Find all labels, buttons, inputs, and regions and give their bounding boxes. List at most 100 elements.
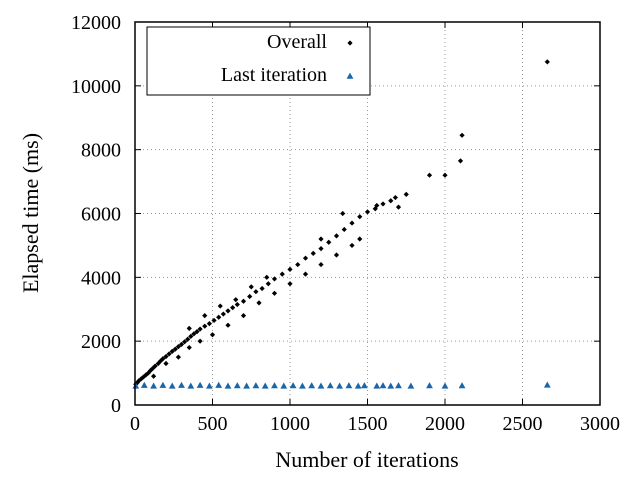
data-point <box>459 132 465 138</box>
data-point <box>318 236 324 242</box>
data-point <box>163 353 169 360</box>
data-point <box>155 360 161 367</box>
data-point <box>197 338 203 344</box>
legend-triangle-marker <box>346 72 354 79</box>
data-point <box>202 313 208 319</box>
data-point <box>318 261 324 268</box>
data-point <box>326 382 334 389</box>
data-point <box>289 382 297 389</box>
data-point <box>240 313 247 319</box>
data-point <box>197 326 203 332</box>
data-point <box>151 373 157 379</box>
data-point <box>388 198 394 204</box>
y-tick-label: 6000 <box>81 204 121 226</box>
data-point <box>326 239 332 245</box>
data-point <box>196 381 204 388</box>
data-point <box>379 382 387 389</box>
data-point <box>147 367 154 374</box>
data-point <box>186 344 192 351</box>
axis-ticks: 0 500 1000 1500 2000 2500 3000 0 2000 4000 6000 800… <box>71 12 620 435</box>
data-point <box>392 194 398 201</box>
series-last-iteration <box>132 381 551 389</box>
data-point <box>317 382 325 389</box>
x-tick-label: 3000 <box>580 413 620 435</box>
data-point <box>234 301 240 308</box>
data-point <box>264 274 270 280</box>
data-point <box>209 332 216 338</box>
x-tick-label: 2500 <box>503 413 543 435</box>
legend: Overall Last iteration <box>146 26 371 96</box>
data-point <box>310 250 316 256</box>
y-tick-label: 0 <box>111 395 121 417</box>
data-point <box>357 214 363 220</box>
data-point <box>271 382 278 389</box>
data-point <box>333 233 340 239</box>
data-point <box>159 381 167 388</box>
y-tick-label: 4000 <box>81 267 121 289</box>
data-point <box>160 356 166 362</box>
data-point <box>407 382 415 389</box>
data-point <box>233 297 239 303</box>
data-point <box>336 382 343 389</box>
data-point <box>287 281 293 287</box>
data-point <box>271 276 278 282</box>
data-point <box>387 382 395 389</box>
data-point <box>140 381 148 388</box>
data-point <box>287 266 293 272</box>
data-point <box>253 289 259 295</box>
data-point <box>217 303 223 309</box>
data-point <box>194 328 200 335</box>
data-point <box>349 242 355 249</box>
data-point <box>138 376 144 382</box>
legend-label-last-iteration: Last iteration <box>221 64 327 86</box>
data-point <box>136 378 142 384</box>
data-point <box>248 284 254 290</box>
data-point <box>163 360 169 367</box>
legend-label-overall: Overall <box>267 31 327 53</box>
data-point <box>318 246 324 252</box>
data-point <box>442 172 448 178</box>
data-points <box>132 59 551 389</box>
y-tick-label: 12000 <box>71 12 121 34</box>
data-point <box>308 382 316 389</box>
data-point <box>247 293 253 300</box>
data-point <box>169 348 175 354</box>
data-point <box>178 381 185 388</box>
data-point <box>265 281 271 287</box>
series-overall <box>133 59 550 387</box>
y-axis-title: Elapsed time (ms) <box>18 133 43 293</box>
data-point <box>333 252 340 258</box>
data-point <box>426 172 433 178</box>
data-point <box>191 331 197 337</box>
x-tick-label: 2000 <box>425 413 465 435</box>
data-point <box>225 322 231 328</box>
x-axis-title: Number of iterations <box>275 447 458 472</box>
data-point <box>186 325 192 331</box>
data-point <box>150 382 157 389</box>
data-point <box>354 382 362 389</box>
legend-marker-overall <box>347 40 353 46</box>
data-point <box>426 382 433 389</box>
data-point <box>187 382 195 389</box>
data-point <box>211 317 217 324</box>
data-point <box>178 341 185 347</box>
data-point <box>364 209 371 215</box>
data-point <box>166 351 172 357</box>
x-tick-label: 1500 <box>348 413 388 435</box>
data-point <box>168 382 176 389</box>
data-point <box>395 382 402 389</box>
data-point <box>216 314 222 320</box>
data-point <box>152 363 158 369</box>
data-point <box>175 354 181 360</box>
x-tick-label: 0 <box>130 413 140 435</box>
y-tick-label: 2000 <box>81 331 121 353</box>
x-tick-label: 1000 <box>270 413 310 435</box>
data-point <box>349 220 355 226</box>
data-point <box>345 382 353 389</box>
data-point <box>243 382 250 389</box>
legend-diamond-marker <box>347 40 353 46</box>
x-tick-label: 500 <box>198 413 228 435</box>
data-point <box>374 202 380 209</box>
data-point <box>380 201 386 207</box>
